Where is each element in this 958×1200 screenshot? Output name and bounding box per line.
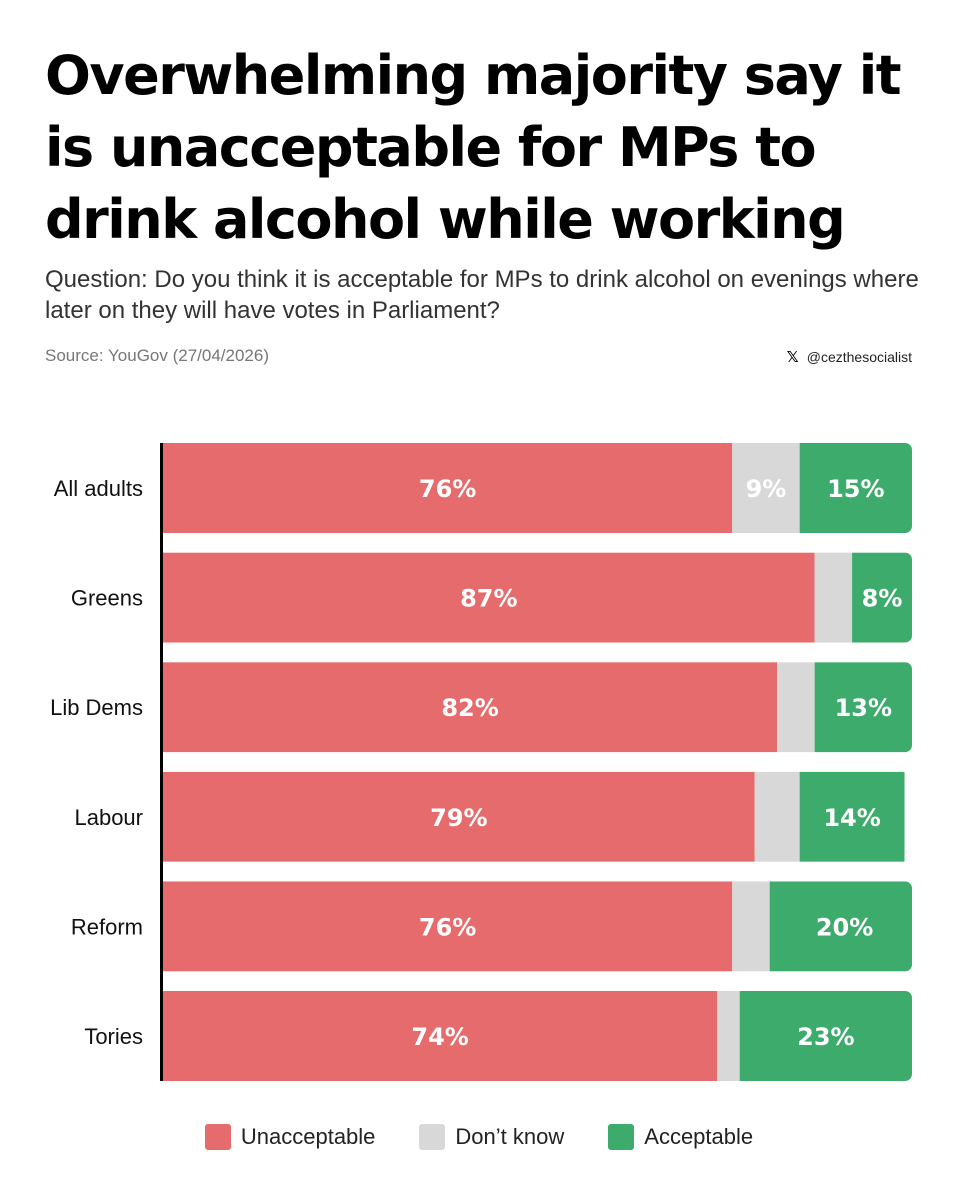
category-label-reform: Reform [71, 914, 143, 939]
data-label-lib-dems-unacceptable: 82% [441, 694, 498, 722]
author-handle: @cezthesocialist [806, 349, 912, 365]
category-label-all-adults: All adults [54, 476, 143, 501]
legend-label-dont-know: Don’t know [455, 1124, 565, 1149]
bar-reform-acceptable [769, 881, 912, 972]
bar-tories-unacceptable [163, 991, 718, 1081]
legend-label-unacceptable: Unacceptable [240, 1124, 376, 1149]
chart-legend: Unacceptable Don’t know Acceptable [0, 1124, 958, 1150]
legend-item-dont-know: Don’t know [419, 1124, 564, 1150]
bar-group-labour [163, 771, 905, 862]
data-label-greens-acceptable: 8% [862, 585, 903, 613]
legend-item-unacceptable: Unacceptable [204, 1124, 376, 1150]
data-label-greens-unacceptable: 87% [460, 585, 517, 613]
bar-group-greens [163, 552, 912, 643]
legend-swatch-acceptable [608, 1124, 635, 1150]
bar-greens-unacceptable [163, 552, 815, 643]
bar-group-reform [163, 881, 912, 972]
bar-lib-dems-unacceptable [163, 662, 778, 753]
data-label-lib-dems-acceptable: 13% [835, 694, 892, 722]
bar-group-lib-dems [163, 662, 912, 753]
bar-group-tories [163, 991, 912, 1081]
bar-group-all-adults [163, 443, 912, 533]
category-label-tories: Tories [84, 1024, 143, 1049]
bar-tories-don-t-know [717, 991, 740, 1081]
category-label-greens: Greens [71, 586, 143, 611]
chart-subtitle: Question: Do you think it is acceptable … [45, 266, 919, 324]
legend-swatch-dont-know [419, 1124, 446, 1150]
bar-reform-don-t-know [732, 881, 770, 972]
author-credit: 𝕏 @cezthesocialist [787, 348, 912, 366]
data-label-reform-unacceptable: 76% [419, 913, 476, 941]
data-label-labour-unacceptable: 79% [430, 804, 487, 832]
data-label-tories-unacceptable: 74% [411, 1023, 468, 1051]
category-label-labour: Labour [74, 805, 143, 830]
source-note: Source: YouGov (27/04/2026) [45, 346, 269, 365]
data-label-all-adults-acceptable: 15% [827, 475, 884, 503]
stacked-bar-chart: 76% 9% 15% All adults 87% 8% Greens 82% 13% Lib D… [50, 443, 912, 1081]
data-label-labour-acceptable: 14% [823, 804, 880, 832]
bar-lib-dems-don-t-know [777, 662, 815, 753]
bar-labour-acceptable [799, 771, 905, 862]
bar-labour-don-t-know [754, 771, 800, 862]
legend-swatch-unacceptable [204, 1124, 231, 1150]
legend-label-acceptable: Acceptable [644, 1124, 754, 1149]
bar-reform-unacceptable [163, 881, 733, 972]
data-label-reform-acceptable: 20% [816, 913, 873, 941]
legend-item-acceptable: Acceptable [608, 1124, 753, 1150]
data-label-all-adults-don-t-know: 9% [746, 475, 787, 503]
bar-all-adults-acceptable [799, 443, 912, 533]
chart-title: Overwhelming majority say it is unaccept… [45, 44, 902, 251]
x-logo-icon: 𝕏 [786, 348, 799, 366]
bar-lib-dems-acceptable [814, 662, 912, 753]
data-label-all-adults-unacceptable: 76% [419, 475, 476, 503]
data-label-tories-acceptable: 23% [797, 1023, 854, 1051]
bar-all-adults-unacceptable [163, 443, 733, 533]
bar-greens-acceptable [852, 552, 912, 643]
bar-greens-don-t-know [814, 552, 853, 643]
bar-tories-acceptable [739, 991, 912, 1081]
category-label-lib-dems: Lib Dems [50, 695, 143, 720]
bar-all-adults-don-t-know [732, 443, 800, 533]
bar-labour-unacceptable [163, 771, 755, 862]
